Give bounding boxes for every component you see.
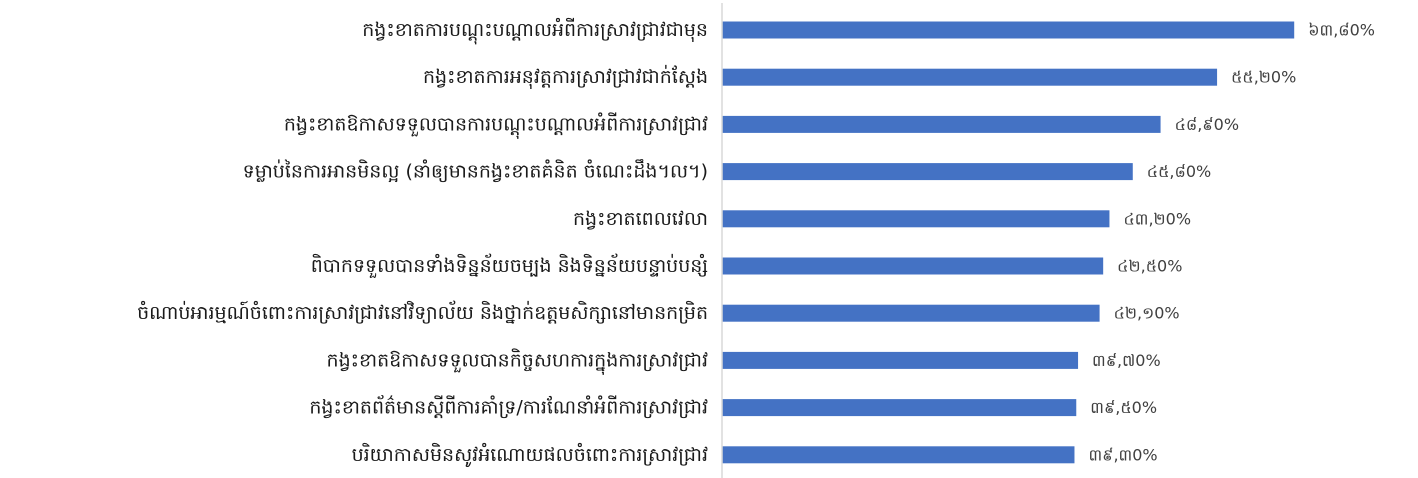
category-label: កង្វះខាតពេលវេលា xyxy=(573,208,708,230)
data-label: ៤៣,២0% xyxy=(1123,209,1191,228)
category-label: ពិបាកទទួលបានទាំងទិន្នន័យចម្បង និងទិន្នន័… xyxy=(311,253,708,279)
data-label: ៥៥,២0% xyxy=(1231,68,1296,87)
category-label: បរិយាកាសមិនសូវអំណោយផលចំពោះការស្រាវជ្រាវ xyxy=(352,442,708,468)
bar xyxy=(722,68,1218,86)
bar xyxy=(722,446,1075,464)
data-label: ៤៥,៨0% xyxy=(1147,162,1211,181)
data-label: ៤២,៥0% xyxy=(1117,257,1182,276)
bar xyxy=(722,163,1133,181)
bar xyxy=(722,351,1079,369)
category-label: ចំណាប់អារម្មណ៍ចំពោះការស្រាវជ្រាវនៅវិទ្យា… xyxy=(137,300,708,324)
bar xyxy=(722,115,1161,133)
category-label: កង្វះខាតការបណ្តុះបណ្តាលអំពីការស្រាវជ្រាវ… xyxy=(362,17,708,45)
bar xyxy=(722,399,1077,417)
bar xyxy=(722,304,1100,322)
data-label: ៤២,១0% xyxy=(1114,304,1180,323)
value-labels: ៦៣,៨0% ៥៥,២0% ៤៨,៩0% ៤៥,៨0% ៤៣,២0% ៤២,៥0% ៤២,១… xyxy=(1088,21,1375,465)
bar xyxy=(722,21,1295,39)
bar xyxy=(722,257,1104,275)
category-label: កង្វះខាតឱកាសទទួលបានកិច្ចសហការក្នុងការស្រ… xyxy=(327,347,708,375)
data-label: ៤៨,៩0% xyxy=(1175,115,1239,134)
category-label: ទម្លាប់នៃការអានមិនល្អ (នាំឲ្យមានកង្វះខាត… xyxy=(243,159,708,183)
data-label: ៣៩,៣0% xyxy=(1088,445,1157,464)
bars xyxy=(722,21,1295,464)
bar xyxy=(722,210,1110,228)
data-label: ៦៣,៨0% xyxy=(1308,21,1375,40)
category-labels: កង្វះខាតការបណ្តុះបណ្តាលអំពីការស្រាវជ្រាវ… xyxy=(137,17,708,468)
data-label: ៣៩,៥0% xyxy=(1090,398,1157,417)
data-label: ៣៩,៧0% xyxy=(1092,351,1161,370)
category-label: កង្វះខាតព័ត៌មានស្តីពីការគាំទ្រ/ការណែនាំអ… xyxy=(309,395,708,419)
category-label: កង្វះខាតការអនុវត្តការស្រាវជ្រាវជាក់ស្តែង xyxy=(423,64,708,90)
category-label: កង្វះខាតឱកាសទទួលបានការបណ្តុះបណ្តាលអំពីកា… xyxy=(284,111,708,139)
